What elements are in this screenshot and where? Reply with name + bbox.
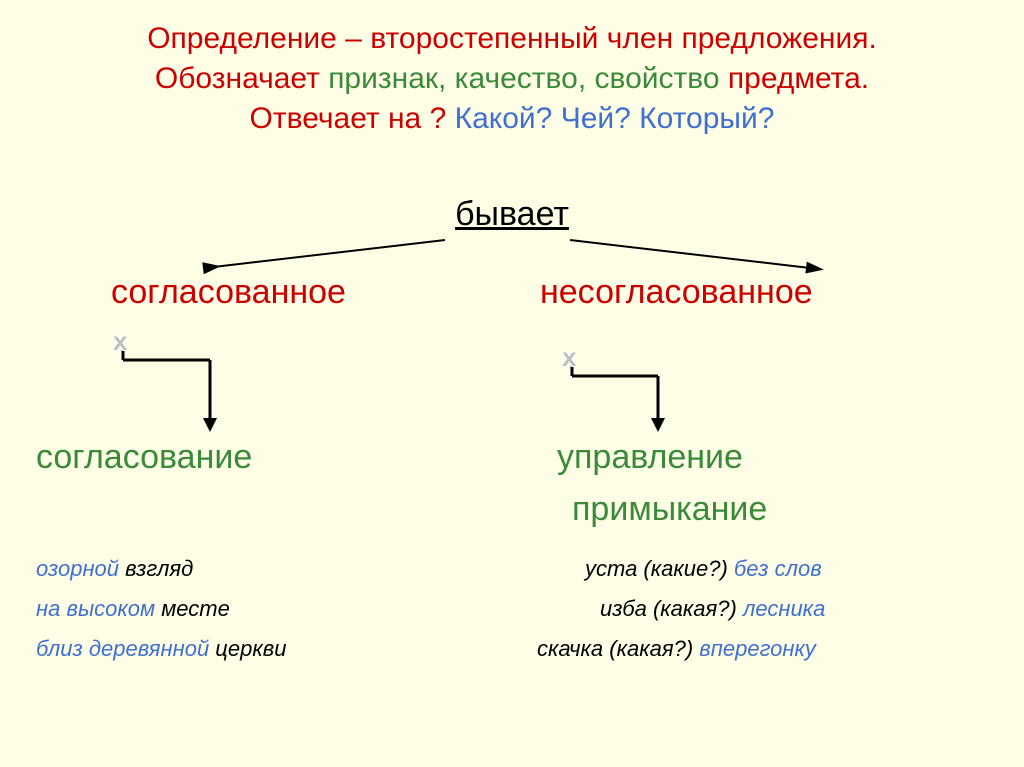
left-example-3: близ деревянной церкви — [36, 636, 286, 662]
right-example-1: уста (какие?) без слов — [585, 556, 822, 582]
right-ex3-black: скачка (какая?) — [537, 636, 699, 661]
left-ex3-black: церкви — [209, 636, 286, 661]
right-example-3: скачка (какая?) вперегонку — [537, 636, 816, 662]
heading-line3: Отвечает на ? Какой? Чей? Который? — [0, 102, 1024, 136]
left-x-mark: x — [113, 326, 127, 357]
right-branch-title: несогласованное — [540, 273, 813, 312]
right-ex1-blue: без слов — [734, 556, 822, 581]
right-ex3-blue: вперегонку — [699, 636, 816, 661]
heading-line2: Обозначает признак, качество, свойство п… — [0, 62, 1024, 96]
right-x-mark: x — [562, 342, 576, 373]
right-sub-2: примыкание — [572, 490, 767, 529]
right-ex2-blue: лесника — [743, 596, 825, 621]
right-example-2: изба (какая?) лесника — [600, 596, 825, 622]
heading-l1b: – второстепенный член предложения. — [337, 22, 877, 55]
heading-line1: Определение – второстепенный член предло… — [0, 22, 1024, 56]
heading-l2c: предмета. — [720, 62, 870, 95]
heading-l3b: Какой? Чей? Который? — [455, 102, 775, 135]
right-ex1-black: уста (какие?) — [585, 556, 734, 581]
left-ex3-blue: близ деревянной — [36, 636, 209, 661]
left-example-2: на высоком месте — [36, 596, 230, 622]
heading-l2a: Обозначает — [155, 62, 328, 95]
left-ex2-blue: на высоком — [36, 596, 155, 621]
heading-l2b: признак, качество, свойство — [328, 62, 719, 95]
heading-l1a: Определение — [147, 22, 337, 55]
right-sub-1: управление — [557, 438, 743, 477]
left-example-1: озорной взгляд — [36, 556, 193, 582]
right-ex2-black: изба (какая?) — [600, 596, 743, 621]
left-ex2-black: месте — [155, 596, 230, 621]
connector-label: бывает — [0, 195, 1024, 234]
left-ex1-black: взгляд — [119, 556, 193, 581]
left-sub-label: согласование — [36, 438, 252, 477]
left-branch-title: согласованное — [111, 273, 346, 312]
left-ex1-blue: озорной — [36, 556, 119, 581]
heading-l3a: Отвечает на ? — [250, 102, 455, 135]
slide-canvas: Определение – второстепенный член предло… — [0, 0, 1024, 767]
